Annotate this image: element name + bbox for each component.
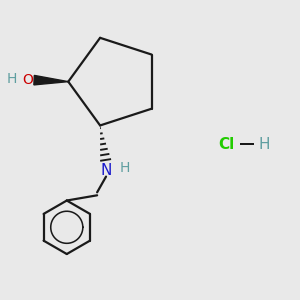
Text: H: H — [7, 72, 17, 86]
Text: H: H — [259, 136, 270, 152]
Text: O: O — [22, 73, 33, 87]
Text: N: N — [100, 163, 112, 178]
Text: H: H — [119, 161, 130, 175]
Text: Cl: Cl — [218, 136, 235, 152]
Polygon shape — [34, 75, 68, 85]
